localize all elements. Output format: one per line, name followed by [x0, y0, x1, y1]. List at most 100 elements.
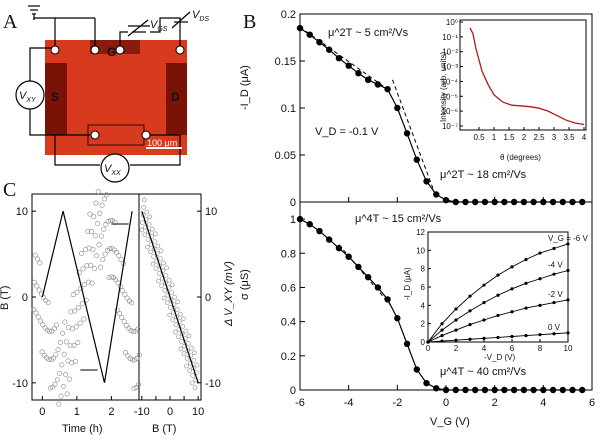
panel-a-letter: A: [3, 11, 18, 33]
c-right-hall-point: [176, 334, 181, 340]
drain-label: D: [171, 90, 180, 104]
inset-bot-xtick-label: 4: [482, 344, 487, 353]
b-bot-ytick-label: 0.4: [281, 317, 296, 329]
c-left-hall-point: [76, 270, 82, 276]
b-bot-point: [579, 386, 586, 394]
c-right-hall-point: [163, 273, 169, 278]
inset-top-ytick-label: 10⁻¹: [442, 33, 458, 42]
b-top-ytick-label: 0.2: [281, 9, 296, 21]
c-right-hall-point: [184, 363, 189, 369]
inset-top-xtick-label: 2: [522, 133, 527, 142]
c-left-hall-point: [95, 221, 101, 227]
inset-bot-series-point: [566, 268, 570, 273]
c-right-hall-point: [141, 205, 146, 210]
b-bot-point: [394, 315, 401, 322]
c-left-hall-point: [68, 309, 74, 315]
b-top-point: [442, 196, 450, 204]
c-left-hall-point: [89, 280, 95, 286]
c-right-hall-point: [145, 237, 151, 242]
c-left-hall-point: [91, 214, 97, 220]
inset-bot-xtick-label: 10: [564, 344, 573, 353]
c-left-hall-point: [100, 257, 106, 263]
inset-top-ytick-label: 10⁻³: [442, 63, 458, 72]
c-right-hall-point: [140, 212, 146, 218]
c-left-hall-point: [98, 264, 104, 270]
c-left-hall-point: [71, 342, 77, 348]
inset-bot-xtick-label: 0: [426, 344, 431, 353]
b-bot-point: [335, 244, 343, 252]
panel-b-top-plot: 0 0.05 0.1 0.15 0.2: [275, 9, 593, 209]
inset-bot-xtick-label: 6: [510, 344, 515, 353]
c-left-hall-point: [56, 401, 62, 407]
c-right-xtick-label: 0: [167, 406, 173, 418]
iv-inset-xlabel: -V_D (V): [484, 353, 515, 362]
c-right-hall-point: [186, 341, 191, 346]
b-top-point: [355, 70, 362, 77]
b-top-point: [540, 198, 547, 206]
c-right-hall-point: [161, 295, 167, 301]
c-right-hall-point: [190, 373, 195, 378]
b-top-point: [452, 198, 459, 206]
c-left-hall-point: [124, 295, 130, 301]
c-right-hall-point: [145, 244, 150, 250]
b-bot-ytick-label: 0: [290, 385, 296, 397]
c-left-xtick-label: 0: [39, 406, 45, 418]
mu2t-b-annotation: μ^2T ~ 18 cm²/Vs: [440, 169, 527, 181]
c-right-hall-point: [174, 307, 180, 312]
b-top-point: [335, 54, 343, 62]
c-right-hall-point: [174, 314, 179, 320]
inset-top-ytick-label: 10⁻²: [442, 48, 458, 57]
inset-bot-ytick-label: 6: [421, 283, 426, 292]
b-bot-point: [501, 386, 508, 394]
c-right-hall-point: [186, 333, 192, 339]
b-bot-xtick-label: -4: [344, 397, 354, 409]
b-bot-fit-line: [338, 244, 391, 305]
c-right-ytick-label: 0: [205, 292, 211, 304]
circuit-wires: [29, 17, 181, 166]
c-left-xtick-label: 2: [108, 406, 114, 418]
c-left-hall-point: [103, 221, 109, 227]
inset-bot-series-label: 0 V: [548, 323, 561, 332]
c-left-hall-point: [67, 343, 73, 349]
c-left-hall-point: [55, 347, 61, 353]
b-top-point: [296, 24, 304, 32]
c-left-hall-point: [63, 372, 69, 378]
c-left-hall-point: [39, 349, 45, 355]
inset-top-xtick-label: 3: [552, 133, 557, 142]
c-left-hall-point: [79, 301, 85, 307]
b-top-point: [374, 81, 382, 88]
inset-bot-series-point: [566, 331, 570, 335]
c-left-hall-point: [101, 226, 107, 232]
c-right-hall-point: [161, 260, 166, 266]
c-right-hall-point: [181, 316, 186, 322]
c-right-hall-point: [141, 197, 147, 203]
c-right-hall-point: [146, 229, 151, 235]
c-right-hall-point: [153, 266, 159, 272]
c-left-hall-point: [41, 352, 47, 358]
c-left-hall-point: [74, 289, 80, 295]
c-right-hall-point: [144, 209, 150, 215]
inset-top-ytick-label: 10⁻⁷: [442, 122, 458, 131]
inset-bot-series-point: [524, 257, 528, 262]
inset-bot-series-point: [538, 251, 542, 255]
c-left-hall-point: [47, 328, 53, 334]
inset-bot-series-point: [524, 306, 528, 310]
c-right-hall-point: [192, 385, 198, 391]
inset-bot-series-point: [496, 273, 500, 277]
b-bot-point: [472, 386, 479, 394]
c-left-hall-point: [102, 251, 108, 257]
c-left-hall-point: [70, 292, 76, 298]
xray-inset-xlabel: θ (degrees): [500, 153, 541, 162]
c-right-hall-point: [163, 280, 168, 286]
b-bot-point: [510, 386, 518, 394]
b-bot-point: [491, 386, 498, 394]
inset-bot-series-point: [468, 309, 472, 313]
c-left-hall-point: [47, 385, 53, 391]
c-right-hall-point: [189, 345, 194, 351]
c-left-hall-point: [99, 202, 105, 208]
c-right-hall-point: [142, 232, 148, 238]
panel-a: A: [3, 5, 209, 183]
b-bot-xtick-label: -2: [392, 397, 402, 409]
panel-b-bottom-ylabel: σ (μS): [239, 269, 251, 300]
